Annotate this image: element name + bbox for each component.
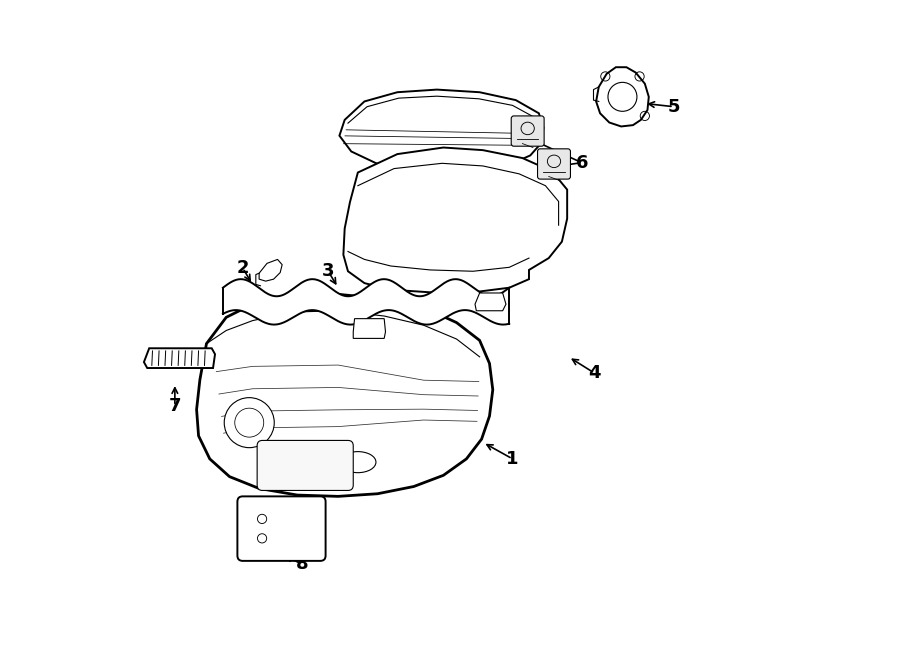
Ellipse shape [339, 451, 376, 473]
Text: 2: 2 [237, 259, 249, 277]
Polygon shape [259, 259, 283, 281]
Polygon shape [475, 293, 506, 311]
Polygon shape [339, 90, 544, 171]
Text: 5: 5 [668, 98, 680, 116]
FancyBboxPatch shape [238, 496, 326, 561]
Polygon shape [223, 279, 509, 325]
Text: 3: 3 [322, 262, 335, 280]
Polygon shape [196, 294, 493, 496]
Text: 1: 1 [507, 450, 518, 468]
Text: 4: 4 [589, 364, 601, 382]
Circle shape [224, 398, 274, 447]
Polygon shape [344, 147, 567, 292]
Polygon shape [353, 319, 385, 338]
FancyBboxPatch shape [537, 149, 571, 179]
FancyBboxPatch shape [511, 116, 544, 146]
Text: 6: 6 [575, 153, 588, 172]
FancyBboxPatch shape [257, 440, 353, 490]
Text: 7: 7 [168, 397, 181, 415]
Text: 8: 8 [295, 555, 308, 573]
Polygon shape [144, 348, 215, 368]
Polygon shape [596, 67, 649, 126]
